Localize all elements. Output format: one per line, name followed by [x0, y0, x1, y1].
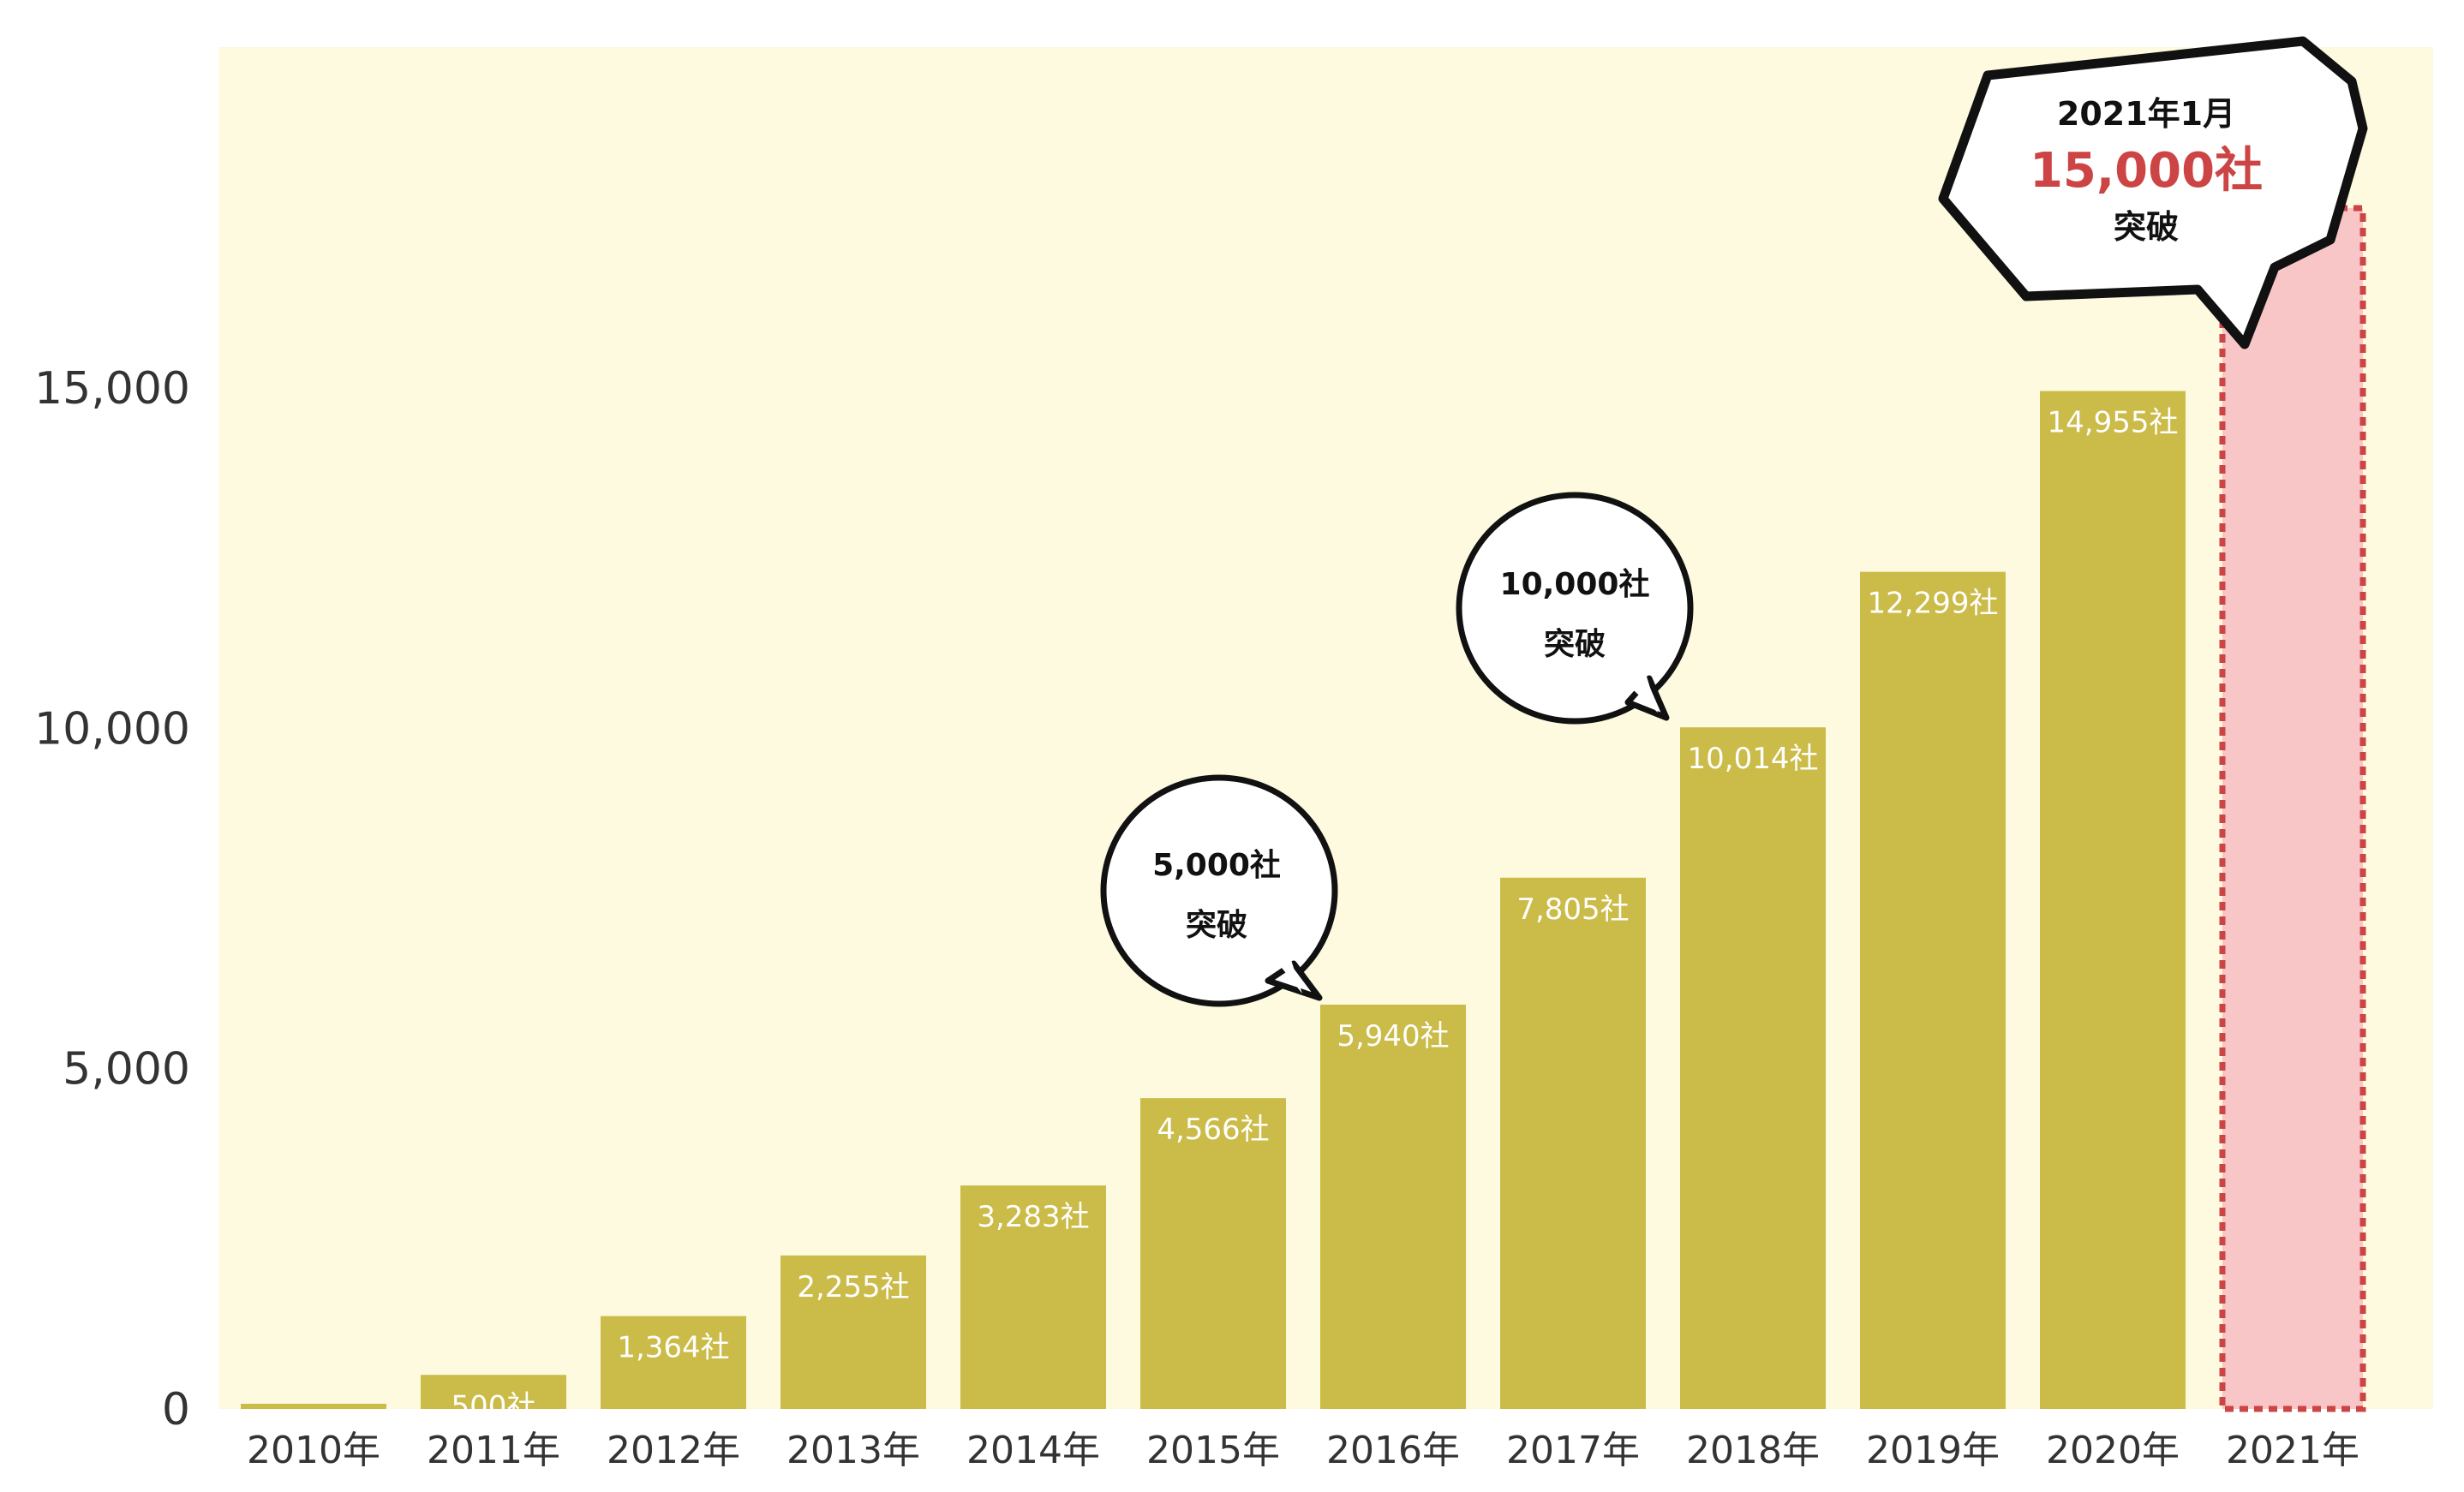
bar-value-label: 2,255社	[797, 1270, 909, 1304]
bar	[1680, 727, 1826, 1409]
callout-10000-line-1: 10,000社	[1500, 567, 1650, 602]
x-tick-label: 2014年	[966, 1429, 1100, 1472]
bar	[780, 1255, 926, 1409]
bar-value-label: 7,805社	[1516, 892, 1629, 927]
callout-15000-bubble	[1938, 36, 2368, 349]
bar-value-label: 500社	[452, 1389, 536, 1423]
bar-value-label: 5,940社	[1337, 1019, 1449, 1053]
bar	[241, 1404, 386, 1409]
x-tick-label: 2011年	[427, 1429, 560, 1472]
bar-highlight	[2219, 205, 2366, 1412]
bar	[1320, 1004, 1466, 1409]
callout-15000-line-1: 2021年1月	[2057, 95, 2235, 133]
bar-value-label: 4,566社	[1157, 1113, 1269, 1147]
bars: 500社 1,364社 2,255社 3,283社 4,566社 5,940社 7,805社…	[241, 205, 2366, 1423]
x-tick-label: 2021年	[2226, 1429, 2359, 1472]
bar-value-label: 1,364社	[617, 1331, 729, 1365]
x-tick-label: 2010年	[247, 1429, 380, 1472]
callout-5000-line-1: 5,000社	[1152, 848, 1281, 883]
bar-value-label: 3,283社	[977, 1200, 1089, 1234]
bar	[1500, 877, 1646, 1409]
bar	[1860, 571, 2006, 1409]
callout-5000-line-2: 突破	[1186, 908, 1247, 943]
x-tick-label: 2015年	[1146, 1429, 1280, 1472]
x-tick-label: 2013年	[786, 1429, 920, 1472]
callout-15000-line-3: 突破	[2114, 208, 2179, 246]
x-tick-label: 2018年	[1686, 1429, 1820, 1472]
x-tick-label: 2017年	[1506, 1429, 1640, 1472]
bar	[2040, 391, 2186, 1410]
bar-value-label: 12,299社	[1868, 587, 1999, 621]
y-tick-label: 15,000	[34, 363, 190, 415]
callout-10000-line-2: 突破	[1544, 627, 1606, 662]
x-tick-label: 2020年	[2046, 1429, 2180, 1472]
y-tick-label: 0	[162, 1384, 190, 1435]
callout-15000-line-2: 15,000社	[2030, 143, 2263, 199]
y-axis: 0 5,000 10,000 15,000	[34, 363, 190, 1435]
x-tick-label: 2016年	[1326, 1429, 1460, 1472]
x-axis: 2010年 2011年 2012年 2013年 2014年 2015年 2016年 2017年…	[247, 1429, 2359, 1472]
callout-10000: 10,000社 突破	[1456, 492, 1694, 725]
y-tick-label: 5,000	[63, 1044, 190, 1095]
callout-5000: 5,000社 突破	[1100, 774, 1338, 1007]
bar-value-label: 14,955社	[2048, 406, 2179, 440]
y-tick-label: 10,000	[34, 703, 190, 755]
bar	[601, 1316, 746, 1409]
bar-value-label: 10,014社	[1688, 742, 1819, 776]
bar	[421, 1375, 566, 1409]
x-tick-label: 2019年	[1866, 1429, 2000, 1472]
callout-15000: 2021年1月 15,000社 突破	[1938, 36, 2368, 349]
bar	[1140, 1098, 1286, 1409]
bar	[960, 1185, 1106, 1409]
x-tick-label: 2012年	[607, 1429, 740, 1472]
